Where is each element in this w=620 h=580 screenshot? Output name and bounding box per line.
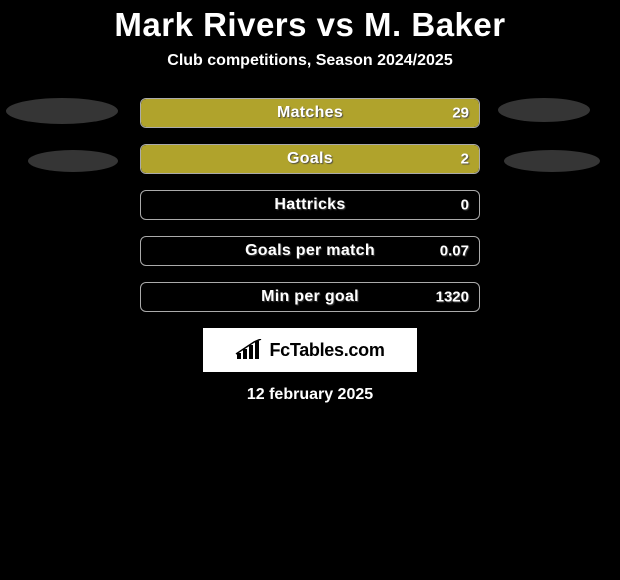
stat-bar: Goals per match0.07	[140, 236, 480, 266]
stat-bar: Hattricks0	[140, 190, 480, 220]
stat-label: Goals	[141, 150, 479, 168]
stat-bar: Goals2	[140, 144, 480, 174]
stat-label: Hattricks	[141, 196, 479, 214]
stat-label: Goals per match	[141, 242, 479, 260]
stat-row: Hattricks0	[0, 190, 620, 220]
stat-value: 1320	[436, 289, 469, 306]
stat-row: Goals per match0.07	[0, 236, 620, 266]
date-line: 12 february 2025	[0, 386, 620, 404]
page-title: Mark Rivers vs M. Baker	[0, 6, 620, 44]
stat-label: Matches	[141, 104, 479, 122]
stat-row: Min per goal1320	[0, 282, 620, 312]
stat-section: Matches29 Goals2 Hattricks0 Goals per match…	[0, 98, 620, 312]
stat-value: 29	[452, 105, 469, 122]
stat-row: Matches29	[0, 98, 620, 128]
logo-box: FcTables.com	[203, 328, 417, 372]
stat-row: Goals2	[0, 144, 620, 174]
logo-text: FcTables.com	[269, 340, 384, 361]
subtitle: Club competitions, Season 2024/2025	[0, 52, 620, 70]
stat-bar: Min per goal1320	[140, 282, 480, 312]
stat-value: 0.07	[440, 243, 469, 260]
stat-label: Min per goal	[141, 288, 479, 306]
bar-chart-icon	[235, 339, 263, 361]
stat-value: 2	[461, 151, 469, 168]
stat-value: 0	[461, 197, 469, 214]
comparison-card: Mark Rivers vs M. Baker Club competition…	[0, 0, 620, 404]
stat-bar: Matches29	[140, 98, 480, 128]
